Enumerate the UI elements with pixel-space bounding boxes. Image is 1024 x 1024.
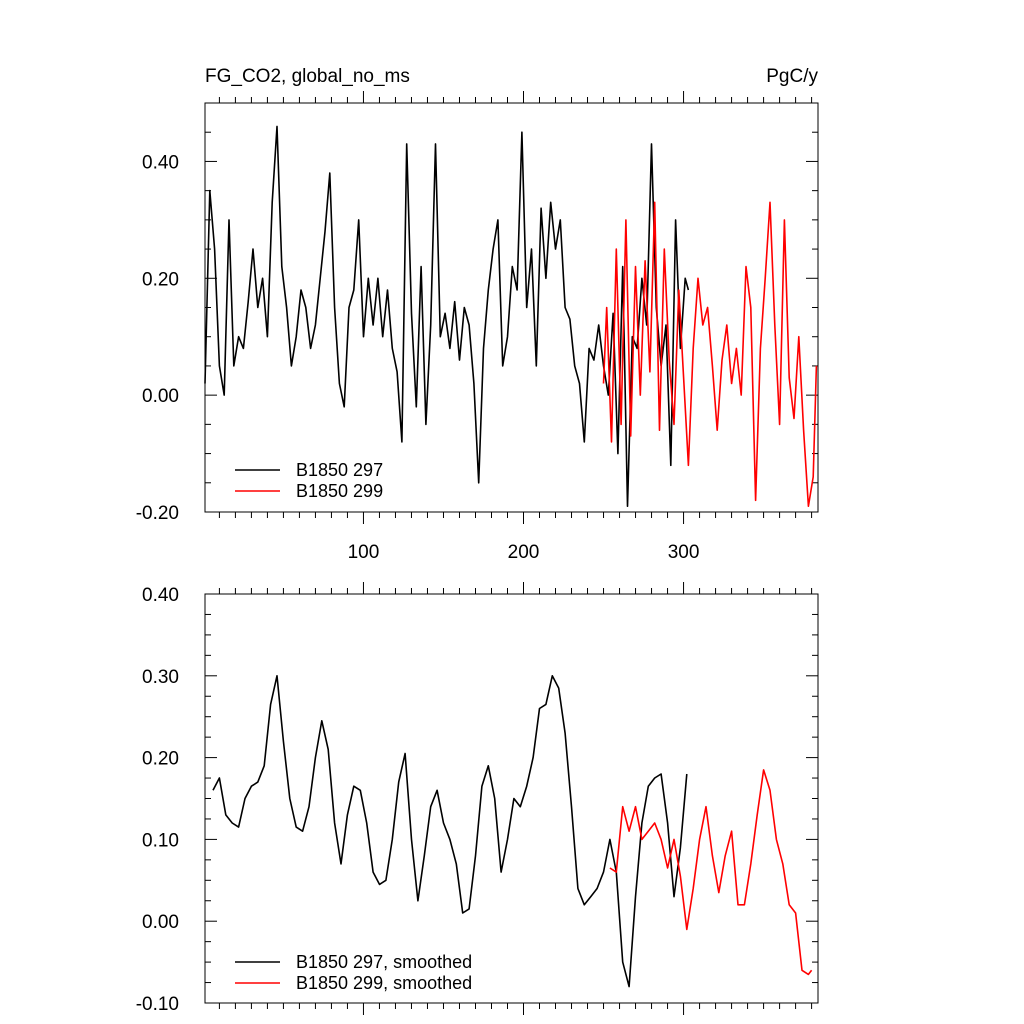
y-tick-label: 0.20 [142, 269, 179, 290]
y-tick-label: 0.20 [142, 749, 179, 770]
legend-label-b1850-297-smoothed: B1850 297, smoothed [296, 952, 472, 972]
x-tick-label: 200 [508, 542, 540, 563]
chart-title-left: FG_CO2, global_no_ms [205, 66, 410, 87]
y-tick-label: 0.30 [142, 667, 179, 688]
legend-bottom: B1850 297, smoothed B1850 299, smoothed [235, 952, 472, 993]
x-tick-label: 300 [668, 542, 700, 563]
top-panel: FG_CO2, global_no_ms PgC/y -0.20 0.00 0.20… [136, 66, 819, 563]
bottom-panel: -0.10 0.00 0.10 0.20 0.30 0.40 B1850 297, smo… [136, 582, 819, 1015]
plot-frame-top [204, 102, 819, 513]
axis-labels-bottom: -0.10 0.00 0.10 0.20 0.30 0.40 [136, 585, 179, 1015]
axis-ticks-bottom [205, 582, 818, 1015]
series-line-b1850-299-smoothed [609, 769, 813, 976]
axis-labels-top: -0.20 0.00 0.20 0.40 100 200 300 [136, 152, 700, 563]
legend-label-b1850-299: B1850 299 [296, 481, 383, 501]
x-tick-label: 100 [348, 542, 380, 563]
series-line-b1850-299 [602, 201, 818, 508]
axis-ticks-top [205, 91, 818, 524]
series-group-bottom [212, 674, 813, 988]
series-line-b1850-297 [204, 125, 690, 508]
y-tick-label: -0.10 [136, 994, 179, 1015]
legend-label-b1850-299-smoothed: B1850 299, smoothed [296, 973, 472, 993]
y-tick-label: 0.00 [142, 912, 179, 933]
y-tick-label: 0.40 [142, 585, 179, 606]
plot-frame-bottom [204, 593, 819, 1004]
y-tick-label: 0.10 [142, 830, 179, 851]
series-line-b1850-297-smoothed [212, 674, 688, 988]
legend-label-b1850-297: B1850 297 [296, 460, 383, 480]
legend-top: B1850 297 B1850 299 [235, 460, 383, 501]
y-tick-label: -0.20 [136, 503, 179, 524]
series-group-top [204, 125, 818, 508]
y-tick-label: 0.40 [142, 152, 179, 173]
y-tick-label: 0.00 [142, 386, 179, 407]
chart-title-right: PgC/y [766, 66, 818, 87]
